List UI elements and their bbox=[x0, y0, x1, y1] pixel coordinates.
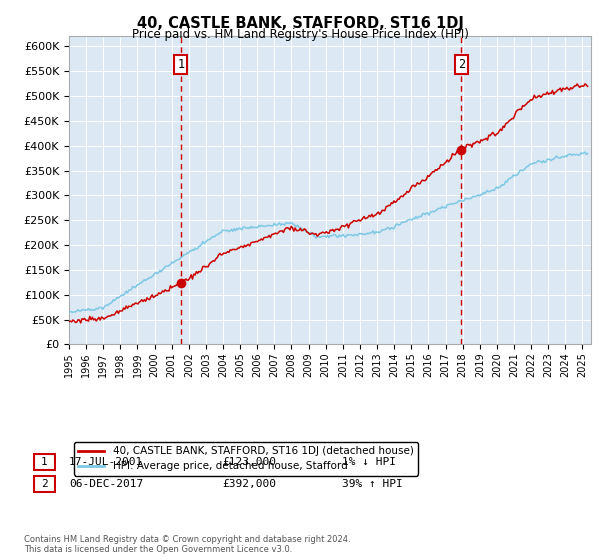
Text: 2: 2 bbox=[41, 479, 48, 489]
Text: £392,000: £392,000 bbox=[222, 479, 276, 489]
Text: 39% ↑ HPI: 39% ↑ HPI bbox=[342, 479, 403, 489]
Text: 1: 1 bbox=[41, 457, 48, 467]
FancyBboxPatch shape bbox=[34, 477, 55, 492]
Text: Price paid vs. HM Land Registry's House Price Index (HPI): Price paid vs. HM Land Registry's House … bbox=[131, 28, 469, 41]
Text: £123,000: £123,000 bbox=[222, 457, 276, 467]
Text: 1: 1 bbox=[178, 58, 184, 71]
Text: 17-JUL-2001: 17-JUL-2001 bbox=[69, 457, 143, 467]
Text: 1% ↓ HPI: 1% ↓ HPI bbox=[342, 457, 396, 467]
Text: 40, CASTLE BANK, STAFFORD, ST16 1DJ: 40, CASTLE BANK, STAFFORD, ST16 1DJ bbox=[137, 16, 463, 31]
Legend: 40, CASTLE BANK, STAFFORD, ST16 1DJ (detached house), HPI: Average price, detach: 40, CASTLE BANK, STAFFORD, ST16 1DJ (det… bbox=[74, 442, 418, 475]
Text: 2: 2 bbox=[458, 58, 465, 71]
FancyBboxPatch shape bbox=[34, 454, 55, 470]
Text: Contains HM Land Registry data © Crown copyright and database right 2024.
This d: Contains HM Land Registry data © Crown c… bbox=[24, 535, 350, 554]
Text: 06-DEC-2017: 06-DEC-2017 bbox=[69, 479, 143, 489]
